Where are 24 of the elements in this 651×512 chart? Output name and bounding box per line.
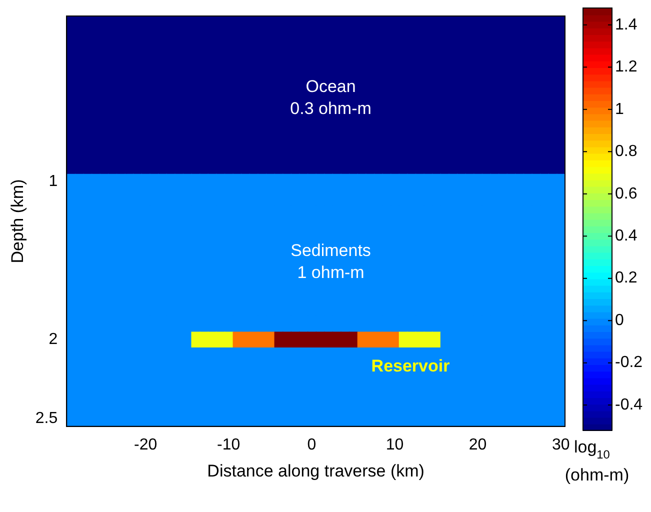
color-bar-label: 1.4 — [615, 16, 638, 34]
color-bar-label: 1 — [615, 100, 624, 118]
y-tick-label: 2.5 — [35, 410, 58, 427]
x-tick-label: 30 — [552, 436, 570, 454]
color-bar-label: 0 — [615, 312, 624, 329]
x-tick-label: -20 — [134, 436, 158, 454]
x-tick-label: 10 — [386, 436, 404, 454]
x-tick-label: -10 — [217, 436, 240, 454]
color-bar-label: -0.4 — [615, 396, 643, 414]
color-bar-label: 1.2 — [615, 58, 638, 76]
y-tick-label: 2 — [48, 330, 58, 348]
annotation: Reservoir — [371, 356, 450, 376]
x-axis-title: Distance along traverse (km) — [207, 461, 424, 480]
color-bar-label: 0.8 — [615, 143, 638, 160]
y-tick-label: 1 — [48, 173, 58, 190]
color-bar-label: 0.2 — [615, 270, 638, 287]
y-axis-title: Depth (km) — [8, 179, 27, 264]
x-tick-label: 0 — [307, 436, 316, 454]
annotation: Ocean 0.3 ohm-m — [290, 76, 372, 118]
x-tick-label: 20 — [468, 436, 487, 454]
annotation: Sediments 1 ohm-m — [290, 240, 371, 282]
color-bar-label: -0.2 — [615, 354, 643, 372]
color-bar-label: 0.6 — [615, 185, 638, 202]
color-bar-label: 0.4 — [615, 228, 638, 244]
